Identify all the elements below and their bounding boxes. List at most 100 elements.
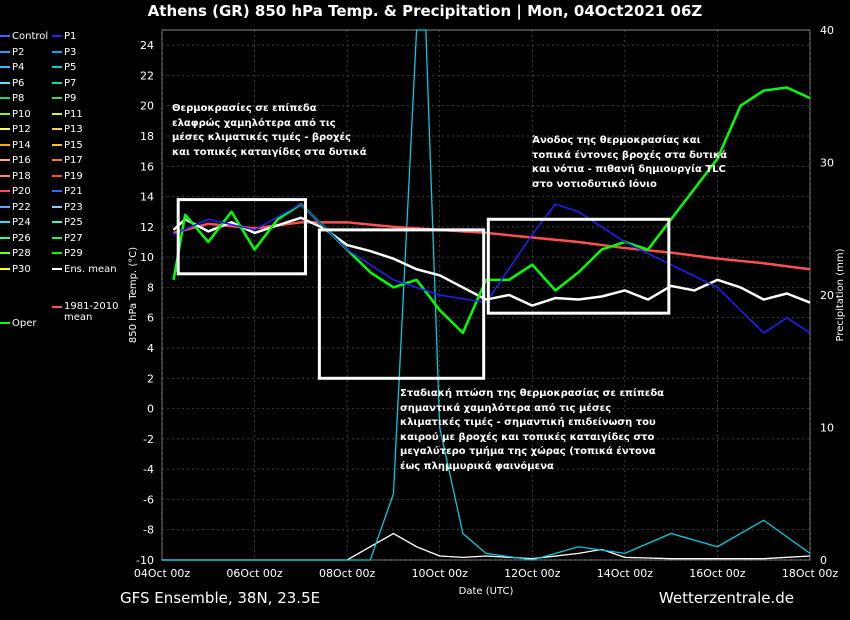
highlight-box: [176, 198, 307, 276]
legend-swatch: [52, 35, 62, 37]
legend-label: P29: [64, 248, 83, 259]
precip-series-line: [162, 532, 811, 561]
annotation-warming-tlc: Άνοδος της θερμοκρασίας και τοπικά έντον…: [532, 134, 727, 192]
annotation-line: κλιματικές τιμές - σημαντική επιδείνωση …: [400, 417, 656, 428]
legend-swatch: [0, 50, 10, 53]
highlight-box: [317, 228, 486, 380]
legend-swatch: [0, 97, 10, 99]
legend-label: P24: [12, 217, 31, 228]
y2-tick-label: 30: [820, 157, 834, 170]
legend-item: P23: [52, 201, 83, 215]
legend-swatch: [0, 159, 10, 161]
legend-swatch: [0, 321, 10, 324]
legend-swatch: [52, 252, 62, 254]
legend-swatch: [52, 50, 62, 53]
annotation-line: μέσες κλιματικές τιμές - βροχές: [172, 132, 351, 143]
legend-item: P29: [52, 247, 83, 261]
legend-label: P2: [12, 46, 25, 58]
y-tick-label: -4: [143, 463, 154, 476]
precip-series-line: [162, 29, 811, 561]
legend-label: P30: [12, 263, 31, 275]
y2-tick-label: 40: [820, 24, 834, 37]
legend-label: P23: [64, 201, 83, 213]
chart-title: Athens (GR) 850 hPa Temp. & Precipitatio…: [147, 2, 703, 20]
y2-tick-label: 0: [820, 554, 827, 567]
y-axis-label: 850 hPa Temp. (°C): [128, 247, 139, 343]
legend-item: Oper: [0, 317, 36, 331]
legend-label: P3: [64, 46, 77, 58]
y-tick-label: 14: [140, 191, 154, 204]
annotation-line: στο νοτιοδυτικό Ιόνιο: [532, 178, 657, 190]
legend-item: P9: [52, 92, 76, 106]
legend-item: P12: [0, 123, 31, 137]
source-credit: Wetterzentrale.de: [658, 589, 794, 607]
legend-label: P9: [64, 93, 77, 104]
legend: Control P1 P2 P3 P4 P5 P6 P7 P8 P9 P10 P11 P12 P13 P14…: [0, 30, 135, 329]
legend-item: P3: [52, 46, 76, 60]
y-tick-label: 6: [147, 312, 154, 325]
legend-swatch: [52, 205, 62, 208]
model-info: GFS Ensemble, 38N, 23.5E: [120, 589, 321, 607]
annotation-line: και τοπικές καταιγίδες στα δυτικά: [172, 146, 367, 158]
legend-item: P17: [52, 154, 83, 168]
legend-item: P4: [0, 61, 24, 75]
legend-item: P11: [52, 108, 83, 122]
y-tick-label: 16: [140, 160, 154, 173]
legend-label: P27: [64, 232, 83, 244]
legend-item: P24: [0, 216, 31, 230]
legend-swatch: [0, 66, 10, 68]
y-tick-label: 24: [140, 39, 154, 52]
legend-swatch: [52, 159, 62, 161]
legend-swatch: [52, 112, 62, 115]
y-tick-label: 22: [140, 69, 154, 82]
legend-swatch: [52, 97, 62, 99]
legend-item: P13: [52, 123, 83, 137]
legend-label: P6: [12, 77, 25, 89]
legend-label: P8: [12, 93, 25, 104]
legend-swatch: [52, 174, 62, 177]
legend-swatch: [52, 190, 62, 192]
legend-label: P4: [12, 62, 25, 73]
legend-label: P17: [64, 155, 83, 166]
annotation-line: σημαντικά χαμηλότερα από τις μέσες: [400, 402, 612, 414]
x-tick-label: 08Oct 00z: [319, 567, 376, 580]
y2-tick-label: 10: [820, 422, 834, 435]
legend-item: P6: [0, 77, 24, 91]
x-tick-label: 10Oct 00z: [412, 567, 469, 580]
y2-tick-label: 20: [820, 289, 834, 302]
legend-item: P22: [0, 201, 31, 215]
legend-item: P1: [52, 30, 76, 44]
legend-label: P28: [12, 248, 31, 259]
legend-swatch: [52, 81, 62, 84]
legend-item: P8: [0, 92, 24, 106]
legend-label: Ens. mean: [64, 263, 117, 275]
legend-swatch: [52, 221, 62, 223]
legend-swatch: [52, 66, 62, 68]
highlight-box: [486, 217, 671, 315]
y-tick-label: -2: [143, 433, 154, 446]
legend-item: P18: [0, 170, 31, 184]
legend-label: P15: [64, 139, 83, 151]
legend-item: P28: [0, 247, 31, 261]
legend-label: P10: [12, 108, 31, 120]
x-tick-label: 06Oct 00z: [226, 567, 283, 580]
legend-item: P19: [52, 170, 83, 184]
legend-item: Ens. mean: [52, 263, 117, 277]
legend-item: 1981-2010 mean: [52, 301, 124, 323]
x-tick-label: 04Oct 00z: [134, 567, 191, 580]
legend-swatch: [0, 143, 10, 146]
legend-item: P14: [0, 139, 31, 153]
legend-item: P5: [52, 61, 76, 75]
legend-label: P14: [12, 139, 31, 151]
legend-swatch: [52, 143, 62, 146]
legend-label: P18: [12, 170, 31, 182]
annotation-line: έως πλημμυρικά φαινόμενα: [400, 460, 554, 472]
y-tick-label: 8: [147, 281, 154, 294]
legend-item: P25: [52, 216, 83, 230]
legend-swatch: [52, 267, 62, 270]
legend-swatch: [0, 267, 10, 270]
y-tick-label: 20: [140, 100, 154, 113]
legend-swatch: [0, 205, 10, 208]
legend-item: P27: [52, 232, 83, 246]
